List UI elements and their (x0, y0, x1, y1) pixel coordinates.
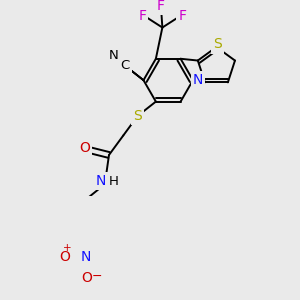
Text: S: S (133, 109, 142, 123)
Text: −: − (92, 270, 102, 283)
Text: F: F (138, 9, 146, 23)
Text: +: + (63, 243, 72, 253)
Text: F: F (178, 9, 187, 23)
Text: N: N (95, 174, 106, 188)
Text: F: F (157, 0, 165, 13)
Text: N: N (109, 49, 118, 62)
Text: H: H (109, 175, 118, 188)
Text: O: O (81, 271, 92, 285)
Text: N: N (81, 250, 92, 264)
Text: N: N (193, 73, 203, 87)
Text: C: C (121, 59, 130, 72)
Text: O: O (59, 250, 70, 264)
Text: S: S (213, 38, 222, 51)
Text: O: O (79, 142, 90, 155)
